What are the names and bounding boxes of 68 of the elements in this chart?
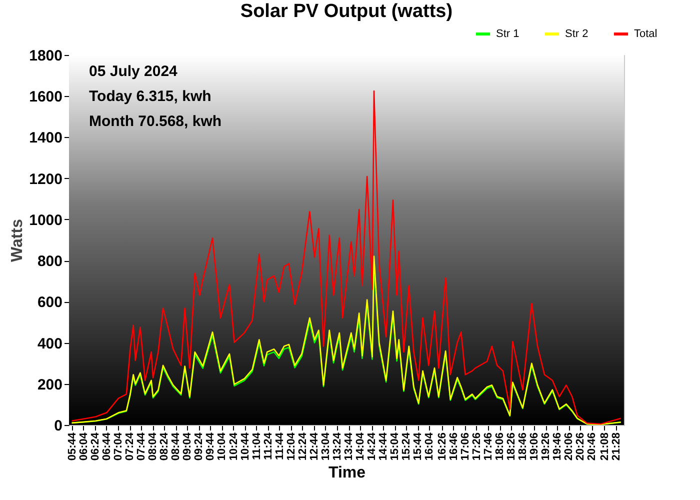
- x-tick-label: 19:06: [528, 432, 541, 461]
- x-tick-label: 08:24: [158, 432, 171, 461]
- x-axis-title: Time: [328, 464, 366, 482]
- x-tick-label: 15:24: [400, 432, 413, 461]
- line-series: [71, 90, 622, 425]
- x-tick-label: 08:44: [170, 432, 182, 461]
- x-tick-label: 07:44: [136, 432, 148, 461]
- x-tick-label: 20:46: [586, 432, 598, 461]
- x-tick-label: 11:24: [262, 432, 274, 460]
- y-tick-label: 1800: [29, 48, 62, 64]
- x-tick-label: 10:04: [216, 432, 228, 461]
- x-tick-label: 06:24: [89, 432, 102, 461]
- x-tick-label: 06:04: [78, 432, 90, 461]
- x-tick-label: 21:28: [610, 432, 622, 461]
- x-tick-label: 18:06: [494, 432, 506, 461]
- x-tick-label: 09:44: [204, 432, 217, 461]
- legend-label: Str 1: [496, 28, 520, 40]
- y-tick-label: 400: [37, 335, 62, 352]
- x-tick-label: 05:44: [66, 432, 78, 461]
- annotation: Today 6.315, kwh: [89, 88, 212, 105]
- legend-label: Str 2: [565, 28, 588, 40]
- chart-title: Solar PV Output (watts): [240, 1, 453, 22]
- x-tick-label: 16:26: [436, 432, 448, 461]
- x-tick-label: 13:24: [331, 432, 344, 461]
- annotation: 05 July 2024: [89, 63, 178, 80]
- x-tick-label: 18:46: [517, 432, 530, 461]
- y-tick-label: 200: [37, 376, 62, 394]
- x-tick-label: 16:46: [448, 432, 460, 461]
- x-tick-label: 10:44: [239, 432, 252, 461]
- x-tick-label: 13:04: [320, 432, 332, 461]
- x-tick-label: 06:44: [100, 432, 113, 461]
- x-tick-label: 15:44: [412, 432, 424, 461]
- y-tick-label: 600: [37, 294, 62, 312]
- y-tick-label: 800: [37, 253, 62, 270]
- y-tick-label: 1000: [29, 212, 62, 229]
- x-tick-label: 09:24: [193, 432, 206, 461]
- x-tick-label: 12:04: [285, 432, 298, 461]
- x-tick-label: 14:44: [378, 432, 390, 461]
- x-tick-label: 21:08: [598, 432, 611, 461]
- x-tick-label: 12:24: [296, 432, 309, 461]
- x-tick-label: 14:24: [366, 432, 378, 461]
- x-tick-label: 12:44: [308, 432, 320, 461]
- x-tick-label: 18:26: [506, 432, 518, 461]
- x-tick-label: 08:04: [147, 432, 160, 461]
- x-tick-label: 17:46: [482, 432, 494, 461]
- x-tick-label: 10:24: [228, 432, 240, 461]
- x-tick-label: 20:06: [563, 432, 576, 461]
- x-tick-label: 11:04: [250, 432, 263, 460]
- x-tick-label: 09:04: [182, 432, 194, 461]
- y-tick-label: 1400: [29, 130, 62, 147]
- legend-label: Total: [634, 28, 658, 40]
- x-tick-label: 15:04: [389, 432, 402, 461]
- x-tick-label: 16:04: [424, 432, 436, 461]
- x-tick-label: 07:04: [112, 432, 124, 461]
- x-tick-label: 20:26: [574, 432, 587, 461]
- x-tick-label: 17:26: [470, 432, 483, 461]
- y-tick-label: 0: [54, 418, 62, 434]
- x-tick-label: 13:44: [343, 432, 356, 461]
- x-tick-label: 19:26: [540, 432, 552, 461]
- x-tick-label: 14:04: [354, 432, 367, 461]
- annotation: Month 70.568, kwh: [89, 113, 222, 130]
- x-tick-label: 07:24: [124, 432, 136, 461]
- x-tick-label: 11:44: [274, 432, 286, 460]
- x-tick-label: 17:06: [459, 432, 472, 461]
- x-tick-label: 19:46: [552, 432, 564, 461]
- y-tick-label: 1200: [29, 170, 62, 188]
- y-axis-title: Watts: [9, 218, 26, 262]
- y-tick-label: 1600: [29, 88, 62, 106]
